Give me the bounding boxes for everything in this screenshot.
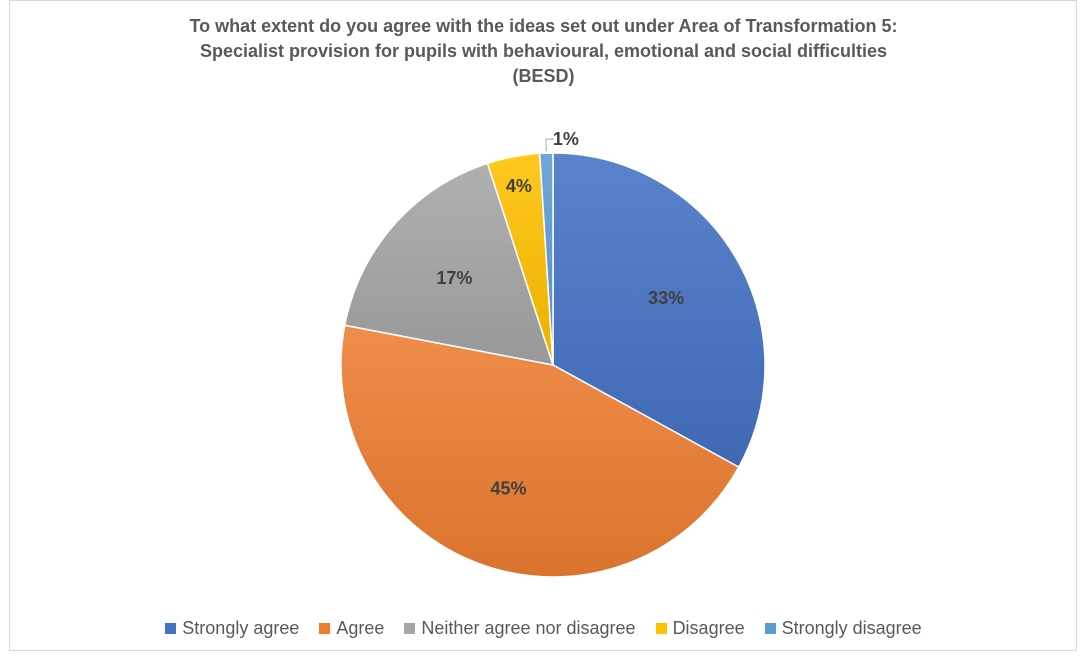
legend-item-strongly-agree: Strongly agree bbox=[165, 618, 299, 639]
pie-slice-strongly-agree bbox=[552, 152, 766, 469]
legend-label-neither: Neither agree nor disagree bbox=[421, 618, 636, 638]
legend-label-strongly-agree: Strongly agree bbox=[182, 618, 300, 638]
legend-swatch-strongly-disagree bbox=[764, 623, 776, 634]
legend-label-strongly-disagree: Strongly disagree bbox=[781, 618, 922, 638]
legend-item-strongly-disagree: Strongly disagree bbox=[764, 618, 922, 639]
legend-swatch-agree bbox=[319, 623, 331, 634]
leader-line-strongly-disagree bbox=[545, 138, 554, 152]
chart-title-line-2: Specialist provision for pupils with beh… bbox=[199, 41, 888, 61]
legend-label-agree: Agree bbox=[336, 618, 385, 638]
pie-slice-neither-agree-nor-disagree bbox=[343, 162, 555, 366]
chart-title-line-3: (BESD) bbox=[512, 66, 575, 86]
legend-swatch-disagree bbox=[655, 623, 667, 634]
data-label-strongly-agree: 33% bbox=[648, 288, 684, 308]
legend-item-disagree: Disagree bbox=[655, 618, 745, 639]
data-label-disagree: 4% bbox=[506, 176, 532, 196]
chart-title: To what extent do you agree with the ide… bbox=[0, 14, 1087, 89]
legend-label-disagree: Disagree bbox=[672, 618, 745, 638]
chart-title-line-1: To what extent do you agree with the ide… bbox=[189, 16, 898, 36]
data-label-agree: 45% bbox=[490, 479, 526, 499]
data-label-neither-agree-nor-disagree: 17% bbox=[436, 268, 472, 288]
pie-slice-agree bbox=[340, 324, 740, 578]
legend-item-agree: Agree bbox=[319, 618, 384, 639]
chart-legend: Strongly agree Agree Neither agree nor d… bbox=[0, 618, 1087, 639]
legend-swatch-neither bbox=[404, 623, 416, 634]
pie-slice-strongly-disagree bbox=[538, 152, 554, 366]
legend-swatch-strongly-agree bbox=[165, 623, 177, 634]
legend-item-neither: Neither agree nor disagree bbox=[404, 618, 636, 639]
data-label-strongly-disagree: 1% bbox=[553, 129, 579, 149]
